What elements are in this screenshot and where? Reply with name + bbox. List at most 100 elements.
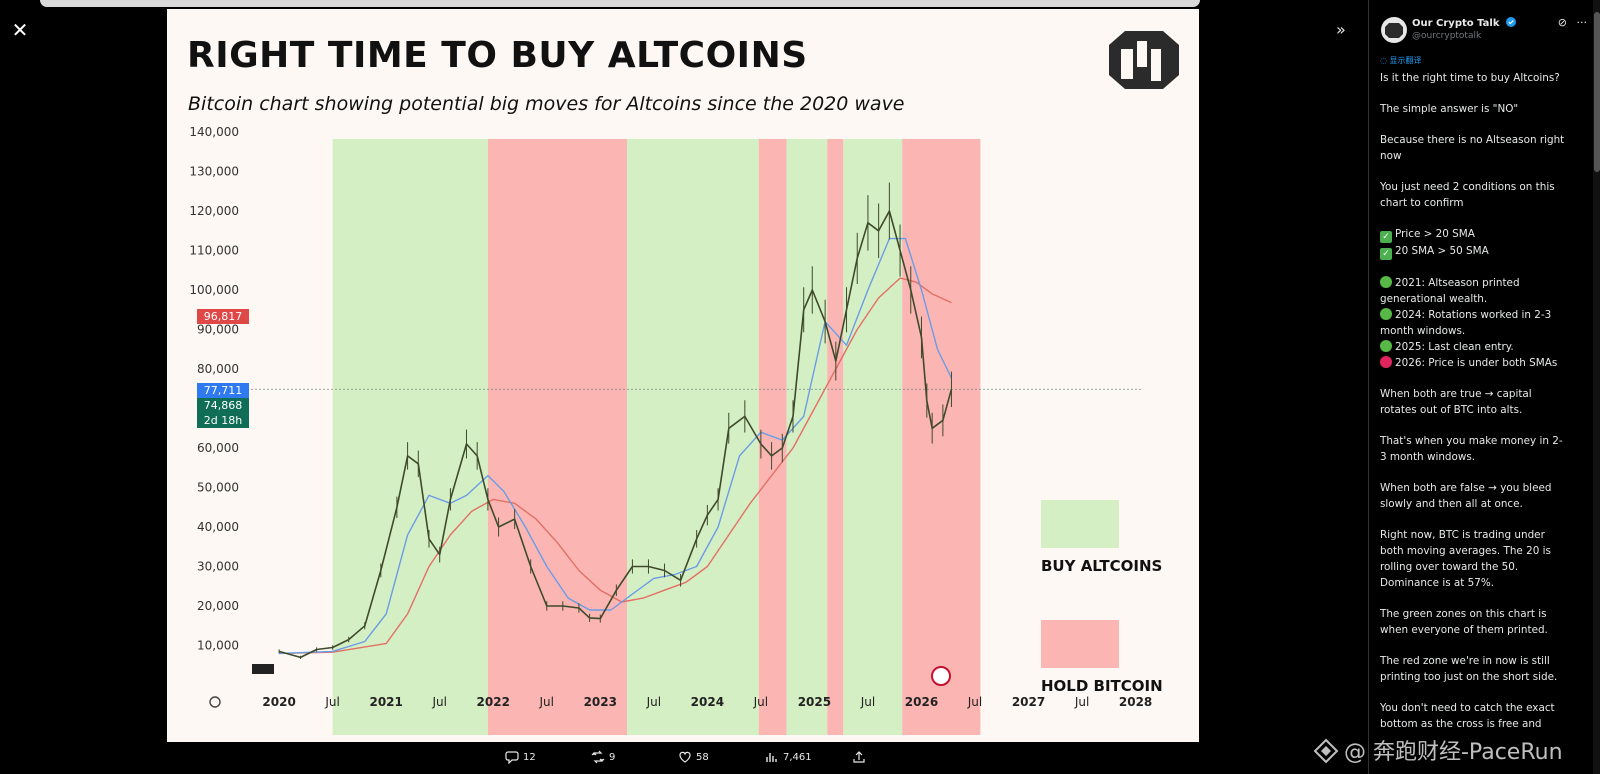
y-tick-label: 30,000 (197, 560, 239, 574)
btc-chart: 10,00020,00030,00040,00050,00060,00070,0… (189, 125, 1152, 735)
avatar[interactable] (1381, 17, 1407, 43)
x-tick-label: 2025 (798, 695, 831, 709)
post-line: You just need 2 conditions on this chart… (1380, 181, 1555, 209)
y-tick-label: 40,000 (197, 520, 239, 534)
x-tick-label: 2028 (1119, 695, 1152, 709)
views-count: 7,461 (783, 751, 812, 763)
x-tick-label: 2027 (1012, 695, 1045, 709)
reply-icon (505, 751, 519, 764)
post-line: When both are true → capital rotates out… (1380, 388, 1532, 416)
year-text: 2024: Rotations worked in 2-3 month wind… (1380, 309, 1552, 337)
translate-label: 显示翻译 (1389, 56, 1422, 65)
brand-logo-icon (1109, 31, 1179, 89)
hold-zone (827, 139, 844, 735)
repost-icon (591, 750, 605, 764)
post-line: Right now, BTC is trading under both mov… (1380, 529, 1551, 589)
x-tick-label: 2020 (262, 695, 295, 709)
year-item: 2024: Rotations worked in 2-3 month wind… (1380, 307, 1568, 339)
year-item: 2021: Altseason printed generational wea… (1380, 275, 1568, 307)
media-image: 10,00020,00030,00040,00050,00060,00070,0… (167, 9, 1199, 742)
sma20-price-tag: 77,711 (197, 383, 249, 398)
green-circle-icon (1380, 308, 1392, 320)
x-tick-label: Jul (1074, 695, 1089, 709)
scrollbar-thumb[interactable] (1594, 12, 1600, 172)
post-line: The simple answer is "NO" (1380, 103, 1519, 115)
panel-scrollbar[interactable] (1593, 0, 1600, 774)
red-circle-icon (1380, 356, 1392, 368)
like-button[interactable]: 58 (678, 750, 709, 764)
x-tick-label: 2022 (477, 695, 510, 709)
post-line: When both are false → you bleed slowly a… (1380, 482, 1552, 510)
grok-icon[interactable]: ⊘ (1557, 16, 1567, 29)
watermark-logo-icon (1313, 738, 1339, 764)
x-tick-label: 2023 (584, 695, 617, 709)
reply-count: 12 (523, 751, 536, 763)
y-tick-label: 50,000 (197, 481, 239, 495)
chart-settings-icon (209, 696, 221, 708)
tradingview-logo-icon (252, 664, 274, 674)
x-tick-label: Jul (431, 695, 446, 709)
x-tick-label: Jul (860, 695, 875, 709)
repost-count: 9 (609, 751, 616, 763)
close-icon[interactable]: ✕ (11, 18, 29, 42)
x-tick-label: Jul (539, 695, 554, 709)
author-handle[interactable]: @ourcryptotalk (1412, 31, 1482, 41)
buy-zone (332, 139, 488, 735)
y-tick-label: 130,000 (189, 165, 239, 179)
y-tick-label: 110,000 (189, 244, 239, 258)
y-tick-label: 100,000 (189, 283, 239, 297)
condition-item: ✓ Price > 20 SMA (1380, 226, 1568, 243)
author-name-row[interactable]: Our Crypto Talk (1412, 17, 1516, 29)
y-tick-label: 80,000 (197, 362, 239, 376)
y-tick-label: 10,000 (197, 639, 239, 653)
post-line: You don't need to catch the exact bottom… (1380, 702, 1555, 730)
y-tick-label: 120,000 (189, 204, 239, 218)
chart-subtitle: Bitcoin chart showing potential big move… (188, 93, 905, 115)
year-item: 2025: Last clean entry. (1380, 339, 1568, 355)
legend-hold-label: HOLD BITCOIN (1041, 677, 1163, 695)
year-text: 2021: Altseason printed generational wea… (1380, 277, 1520, 305)
current-price-tag: 74,868 (197, 398, 249, 413)
check-mark-icon: ✓ (1380, 231, 1392, 243)
heart-icon (679, 751, 691, 763)
condition-item: ✓ 20 SMA > 50 SMA (1380, 243, 1568, 260)
sma50-price-tag: 96,817 (197, 309, 249, 324)
year-text: 2026: Price is under both SMAs (1395, 357, 1558, 369)
legend-buy-label: BUY ALTCOINS (1041, 557, 1163, 575)
buy-zone (786, 139, 828, 735)
post-actions-bar: 12 9 58 7,461 (500, 750, 880, 770)
chart-title: RIGHT TIME TO BUY ALTCOINS (187, 35, 808, 76)
x-tick-label: Jul (753, 695, 768, 709)
x-tick-label: 2024 (691, 695, 724, 709)
y-tick-label: 60,000 (197, 441, 239, 455)
browser-top-edge (40, 0, 1200, 7)
hold-zone (487, 139, 628, 735)
legend-buy-swatch (1041, 500, 1119, 548)
post-text: Is it the right time to buy Altcoins? Th… (1380, 70, 1568, 747)
x-tick-label: Jul (967, 695, 982, 709)
reply-button[interactable]: 12 (505, 750, 536, 764)
btc-price-line (278, 210, 953, 659)
condition-text: 20 SMA > 50 SMA (1395, 245, 1489, 257)
translate-icon: ◌ (1380, 56, 1387, 65)
repost-button[interactable]: 9 (591, 750, 615, 764)
x-tick-label: 2026 (905, 695, 938, 709)
sma50-line (279, 277, 952, 655)
legend-hold-swatch (1041, 620, 1119, 668)
buy-zone (627, 139, 759, 735)
post-line: Because there is no Altseason right now (1380, 134, 1565, 162)
post-line: The red zone we're in now is still print… (1380, 655, 1558, 683)
more-options-icon[interactable]: ··· (1576, 16, 1588, 29)
share-button[interactable] (852, 750, 866, 764)
post-line: Is it the right time to buy Altcoins? (1380, 72, 1560, 84)
us-flag-icon (931, 666, 951, 686)
y-tick-label: 140,000 (189, 125, 239, 139)
sma20-line (279, 237, 953, 655)
panel-actions: ⊘ ··· (1558, 16, 1587, 29)
translate-link[interactable]: ◌ 显示翻译 (1380, 55, 1422, 66)
views-button[interactable]: 7,461 (765, 750, 812, 764)
hold-zone (902, 139, 981, 735)
double-chevron-right-icon[interactable]: » (1336, 20, 1346, 39)
condition-text: Price > 20 SMA (1395, 228, 1475, 240)
countdown-tag: 2d 18h (197, 413, 249, 428)
